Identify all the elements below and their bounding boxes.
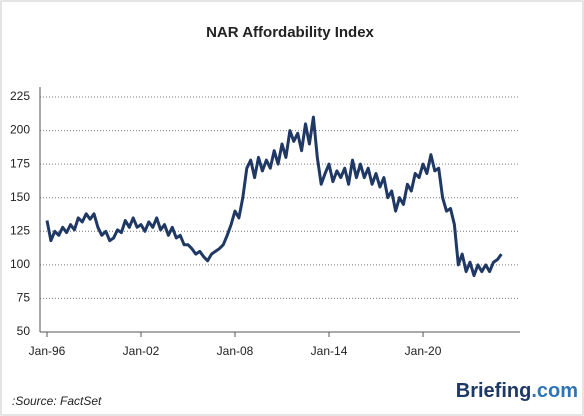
- x-tick-label: Jan-02: [123, 344, 160, 358]
- data-line: [45, 115, 503, 278]
- y-tick-label: 50: [17, 324, 31, 338]
- y-tick-label: 175: [10, 156, 30, 170]
- y-tick-label: 200: [10, 123, 30, 137]
- x-tick-label: Jan-14: [311, 344, 348, 358]
- source-note: :Source: FactSet: [12, 394, 102, 408]
- y-tick-label: 75: [17, 291, 31, 305]
- x-tick-label: Jan-20: [405, 344, 442, 358]
- x-tick-label: Jan-96: [29, 344, 66, 358]
- chart-title: NAR Affordability Index: [206, 24, 374, 41]
- y-tick-label: 125: [10, 223, 30, 237]
- y-tick-label: 150: [10, 190, 30, 204]
- logo-suffix: .com: [531, 380, 578, 402]
- x-tick-label: Jan-08: [217, 344, 254, 358]
- y-tick-label: 225: [10, 89, 30, 103]
- y-tick-label: 100: [10, 257, 30, 271]
- logo-name: Briefing: [456, 380, 532, 402]
- logo: Briefing.com: [456, 380, 578, 402]
